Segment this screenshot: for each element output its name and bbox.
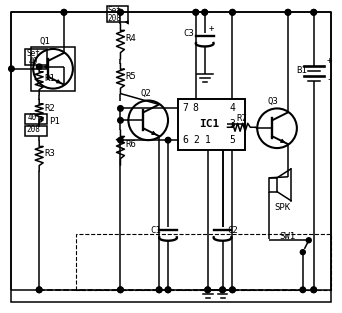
Circle shape bbox=[118, 137, 123, 143]
Text: C2: C2 bbox=[227, 226, 238, 235]
Text: 3: 3 bbox=[229, 119, 235, 129]
Text: 6: 6 bbox=[182, 135, 188, 145]
Text: R4: R4 bbox=[126, 34, 136, 43]
Text: B1: B1 bbox=[296, 66, 307, 75]
Bar bbox=[107, 6, 128, 22]
Text: 4: 4 bbox=[229, 103, 235, 113]
Circle shape bbox=[36, 287, 42, 293]
Text: R5: R5 bbox=[126, 72, 136, 81]
Circle shape bbox=[36, 64, 42, 69]
Circle shape bbox=[285, 9, 291, 15]
Text: 40: 40 bbox=[28, 57, 38, 66]
Text: 40: 40 bbox=[27, 113, 37, 122]
Circle shape bbox=[285, 9, 291, 15]
Bar bbox=[25, 49, 47, 65]
Text: IC1: IC1 bbox=[199, 119, 220, 129]
Circle shape bbox=[118, 118, 123, 123]
Bar bbox=[269, 178, 277, 192]
Circle shape bbox=[61, 9, 67, 15]
Circle shape bbox=[311, 9, 316, 15]
Text: C3: C3 bbox=[183, 29, 194, 38]
Circle shape bbox=[230, 9, 235, 15]
Text: 208: 208 bbox=[26, 125, 40, 134]
Circle shape bbox=[193, 9, 199, 15]
Circle shape bbox=[230, 287, 235, 293]
Circle shape bbox=[311, 9, 316, 15]
Text: Set: Set bbox=[26, 49, 40, 58]
Text: 1: 1 bbox=[205, 135, 211, 145]
Circle shape bbox=[220, 287, 225, 293]
Circle shape bbox=[230, 9, 235, 15]
Text: 208: 208 bbox=[108, 14, 121, 23]
Text: +: + bbox=[327, 56, 332, 65]
Text: R6: R6 bbox=[126, 140, 136, 149]
Circle shape bbox=[202, 9, 208, 15]
Bar bbox=[178, 99, 245, 150]
Circle shape bbox=[205, 287, 210, 293]
Circle shape bbox=[156, 287, 162, 293]
Text: R7: R7 bbox=[236, 114, 247, 123]
Text: 2: 2 bbox=[193, 135, 199, 145]
Circle shape bbox=[230, 287, 235, 293]
Circle shape bbox=[300, 287, 306, 293]
Circle shape bbox=[118, 287, 123, 293]
Text: Q2: Q2 bbox=[140, 89, 151, 98]
Circle shape bbox=[156, 287, 162, 293]
Bar bbox=[31, 47, 75, 90]
Circle shape bbox=[311, 287, 316, 293]
Text: R1: R1 bbox=[44, 74, 55, 83]
Text: R2: R2 bbox=[44, 105, 55, 113]
Text: 5: 5 bbox=[229, 135, 235, 145]
Text: +: + bbox=[209, 24, 214, 33]
Text: Q1: Q1 bbox=[39, 37, 50, 46]
Circle shape bbox=[306, 238, 311, 243]
Circle shape bbox=[9, 66, 14, 72]
Circle shape bbox=[61, 9, 67, 15]
Text: C1: C1 bbox=[150, 226, 161, 235]
Circle shape bbox=[202, 9, 208, 15]
Text: P1: P1 bbox=[49, 117, 60, 126]
Circle shape bbox=[36, 287, 42, 293]
Text: Q3: Q3 bbox=[267, 96, 278, 105]
Text: 7: 7 bbox=[182, 103, 188, 113]
Bar bbox=[25, 114, 47, 124]
Circle shape bbox=[165, 287, 171, 293]
Circle shape bbox=[311, 287, 316, 293]
Text: R3: R3 bbox=[44, 149, 55, 158]
Circle shape bbox=[165, 137, 171, 143]
Text: -: - bbox=[327, 75, 332, 84]
Text: SW1: SW1 bbox=[279, 232, 295, 241]
Circle shape bbox=[118, 106, 123, 111]
Text: Set: Set bbox=[108, 6, 121, 15]
Circle shape bbox=[300, 250, 305, 254]
Circle shape bbox=[193, 9, 199, 15]
Circle shape bbox=[118, 9, 123, 15]
Circle shape bbox=[205, 287, 210, 293]
Circle shape bbox=[118, 9, 123, 15]
Text: 8: 8 bbox=[193, 103, 199, 113]
Text: SPK: SPK bbox=[274, 203, 290, 212]
Circle shape bbox=[220, 287, 225, 293]
Circle shape bbox=[118, 287, 123, 293]
Bar bbox=[25, 126, 47, 136]
Circle shape bbox=[165, 287, 171, 293]
